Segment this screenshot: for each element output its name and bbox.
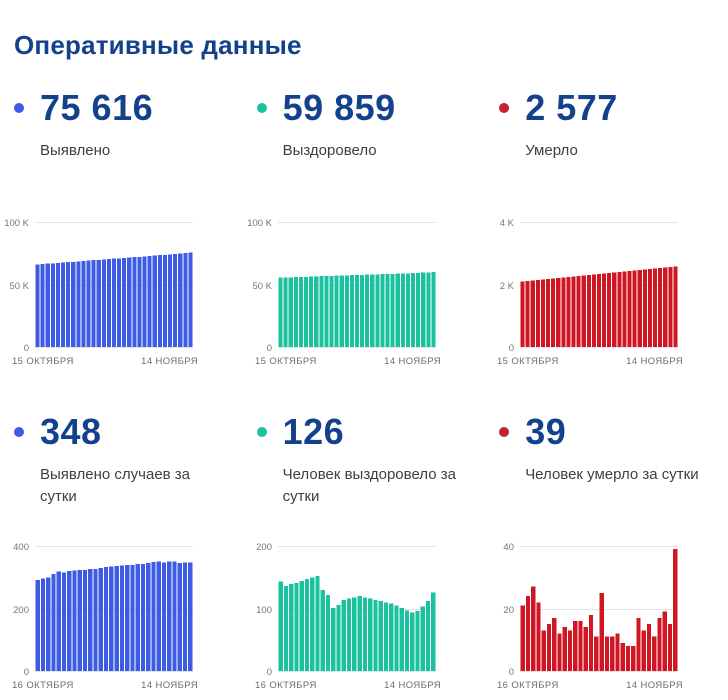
stat-card-detected-total: 75 616 Выявлено 100 K 50 K 0 15 ОКТЯБРЯ 14 Н…	[0, 87, 243, 371]
bar-chart-detected-daily: 400 200 0 16 ОКТЯБРЯ 14 НОЯБРЯ	[0, 538, 243, 695]
bar-chart-recovered-total: 100 K 50 K 0 15 ОКТЯБРЯ 14 НОЯБРЯ	[243, 214, 486, 371]
svg-text:14 НОЯБРЯ: 14 НОЯБРЯ	[141, 680, 198, 691]
svg-text:0: 0	[266, 343, 271, 354]
stat-label: Выявлено	[40, 142, 111, 159]
svg-text:14 НОЯБРЯ: 14 НОЯБРЯ	[626, 680, 683, 691]
svg-text:50 K: 50 K	[9, 281, 29, 292]
stat-label: Умерло	[525, 142, 578, 159]
stat-card-died-total: 2 577 Умерло 4 K 2 K 0 15 ОКТЯБРЯ 14 НОЯБРЯ	[485, 87, 728, 371]
stat-head: 75 616	[14, 87, 243, 128]
svg-text:4 K: 4 K	[500, 218, 515, 229]
page-title: Оперативные данные	[14, 30, 302, 60]
stat-value: 75 616	[40, 87, 154, 128]
stat-head: 126	[256, 411, 486, 452]
svg-text:16 ОКТЯБРЯ: 16 ОКТЯБРЯ	[497, 680, 559, 691]
svg-text:2 K: 2 K	[500, 281, 515, 292]
stat-value: 2 577	[525, 87, 618, 128]
svg-text:0: 0	[24, 343, 29, 354]
svg-text:400: 400	[13, 542, 29, 553]
stat-card-recovered-daily: 126 Человек выздоровело за сутки 200 100 0…	[243, 411, 486, 695]
stat-dot-icon	[256, 103, 267, 113]
stat-head: 2 577	[499, 87, 728, 128]
svg-text:14 НОЯБРЯ: 14 НОЯБРЯ	[626, 356, 683, 367]
stat-label: Выявлено случаев за сутки	[40, 466, 191, 505]
bar-chart-died-total: 4 K 2 K 0 15 ОКТЯБРЯ 14 НОЯБРЯ	[485, 214, 728, 371]
stat-dot-icon	[256, 427, 267, 437]
svg-text:100: 100	[256, 605, 272, 616]
svg-text:200: 200	[13, 605, 29, 616]
svg-text:14 НОЯБРЯ: 14 НОЯБРЯ	[384, 680, 441, 691]
bar-chart-recovered-daily: 200 100 0 16 ОКТЯБРЯ 14 НОЯБРЯ	[243, 538, 486, 695]
svg-text:15 ОКТЯБРЯ: 15 ОКТЯБРЯ	[255, 356, 317, 367]
svg-text:0: 0	[24, 667, 29, 678]
stat-value: 59 859	[282, 87, 396, 128]
svg-text:16 ОКТЯБРЯ: 16 ОКТЯБРЯ	[255, 680, 317, 691]
svg-text:0: 0	[266, 667, 271, 678]
svg-text:14 НОЯБРЯ: 14 НОЯБРЯ	[141, 356, 198, 367]
bar-chart-died-daily: 40 20 0 16 ОКТЯБРЯ 14 НОЯБРЯ	[485, 538, 728, 695]
stat-head: 348	[14, 411, 243, 452]
stat-value: 126	[282, 411, 345, 452]
svg-text:50 K: 50 K	[252, 281, 272, 292]
svg-text:16 ОКТЯБРЯ: 16 ОКТЯБРЯ	[12, 680, 74, 691]
stat-dot-icon	[14, 103, 24, 113]
stat-card-recovered-total: 59 859 Выздоровело 100 K 50 K 0 15 ОКТЯБРЯ 1…	[243, 87, 486, 371]
svg-text:100 K: 100 K	[247, 218, 272, 229]
svg-text:14 НОЯБРЯ: 14 НОЯБРЯ	[384, 356, 441, 367]
stat-dot-icon	[499, 103, 510, 113]
stat-card-died-daily: 39 Человек умерло за сутки 40 20 0 16 ОКТЯБ…	[485, 411, 728, 695]
stat-dot-icon	[499, 427, 510, 437]
svg-text:20: 20	[504, 605, 515, 616]
stat-value: 348	[40, 411, 102, 452]
svg-text:0: 0	[509, 667, 514, 678]
bar-chart-detected-total: 100 K 50 K 0 15 ОКТЯБРЯ 14 НОЯБРЯ	[0, 214, 243, 371]
stat-card-detected-daily: 348 Выявлено случаев за сутки 400 200 0 16 …	[0, 411, 243, 695]
stats-grid: 75 616 Выявлено 100 K 50 K 0 15 ОКТЯБРЯ 14 Н…	[0, 87, 728, 695]
stat-label: Человек умерло за сутки	[525, 466, 699, 483]
stat-dot-icon	[14, 427, 24, 437]
svg-text:100 K: 100 K	[4, 218, 29, 229]
svg-text:15 ОКТЯБРЯ: 15 ОКТЯБРЯ	[12, 356, 74, 367]
stat-value: 39	[525, 411, 567, 452]
stat-label: Выздоровело	[282, 142, 377, 159]
svg-text:40: 40	[504, 542, 515, 553]
svg-text:200: 200	[256, 542, 272, 553]
stat-head: 39	[499, 411, 728, 452]
stat-head: 59 859	[256, 87, 486, 128]
stat-label: Человек выздоровело за сутки	[282, 466, 456, 505]
svg-text:0: 0	[509, 343, 514, 354]
svg-text:15 ОКТЯБРЯ: 15 ОКТЯБРЯ	[497, 356, 559, 367]
